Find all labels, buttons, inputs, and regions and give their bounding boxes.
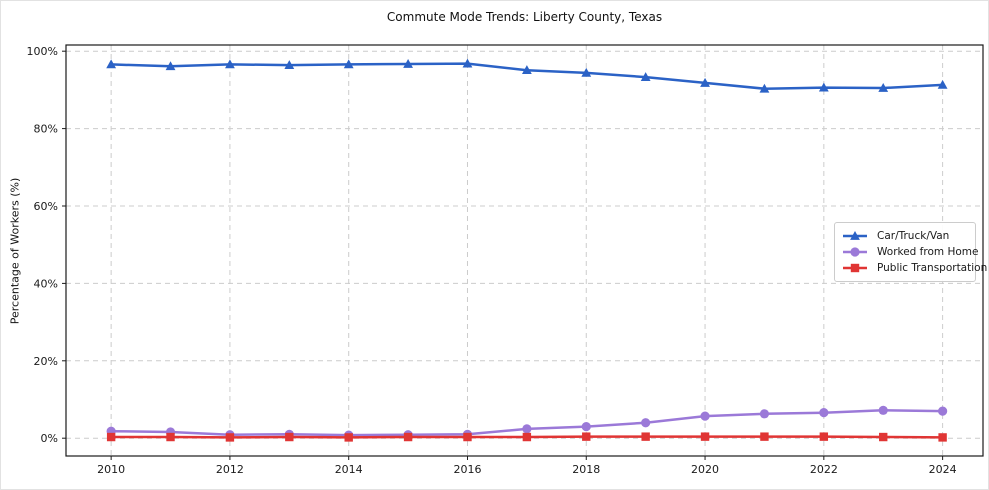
- marker-square: [850, 263, 860, 273]
- x-tick-label: 2010: [97, 463, 125, 476]
- marker-triangle: [937, 79, 948, 89]
- marker-square: [700, 432, 710, 441]
- legend-label: Worked from Home: [877, 246, 979, 258]
- marker-triangle: [878, 82, 889, 92]
- marker-square: [819, 432, 829, 441]
- marker-square: [285, 432, 294, 442]
- marker-square: [522, 432, 532, 442]
- marker-square: [938, 433, 947, 442]
- marker-triangle: [462, 58, 473, 68]
- marker-square: [463, 432, 472, 442]
- marker-circle: [850, 247, 860, 257]
- legend-label: Car/Truck/Van: [877, 230, 950, 242]
- axes-frame: [65, 44, 984, 457]
- marker-triangle: [225, 59, 235, 69]
- marker-circle: [819, 408, 829, 418]
- marker-square: [106, 432, 116, 442]
- marker-circle: [641, 418, 651, 428]
- marker-circle: [581, 421, 591, 432]
- chart-title: Commute Mode Trends: Liberty County, Tex…: [386, 10, 663, 24]
- marker-triangle: [343, 59, 354, 69]
- marker-square: [403, 432, 413, 442]
- marker-square: [166, 432, 175, 442]
- marker-triangle: [106, 59, 117, 69]
- y-tick-label: 80%: [34, 123, 58, 136]
- marker-triangle: [850, 231, 860, 240]
- legend-item: Worked from Home: [842, 244, 978, 260]
- x-tick-label: 2022: [810, 463, 838, 476]
- marker-triangle: [284, 60, 295, 70]
- x-tick-label: 2016: [453, 463, 481, 476]
- y-tick-label: 40%: [34, 277, 58, 290]
- legend-item: Public Transportation: [842, 260, 987, 276]
- x-tick-label: 2012: [216, 463, 244, 476]
- marker-circle: [938, 406, 948, 416]
- y-axis-label: Percentage of Workers (%): [8, 177, 22, 325]
- marker-triangle: [759, 83, 770, 93]
- legend: Car/Truck/Van Worked from Home Public Tr…: [834, 222, 987, 282]
- x-tick-label: 2020: [691, 463, 719, 476]
- legend-swatch-triangle-icon: [843, 231, 867, 240]
- x-tick-label: 2024: [929, 463, 957, 476]
- marker-circle: [759, 409, 770, 419]
- y-tick-label: 0%: [41, 432, 58, 445]
- marker-square: [225, 433, 235, 442]
- marker-triangle: [581, 67, 592, 77]
- marker-triangle: [640, 72, 651, 82]
- legend-swatch-square-icon: [843, 263, 867, 273]
- y-tick-label: 100%: [27, 45, 58, 58]
- marker-triangle: [700, 77, 710, 87]
- y-tick-label: 60%: [34, 200, 58, 213]
- marker-square: [344, 433, 353, 442]
- legend-label: Public Transportation: [877, 262, 988, 274]
- marker-square: [760, 432, 769, 441]
- marker-triangle: [165, 61, 176, 71]
- x-tick-label: 2014: [335, 463, 363, 476]
- legend-item: Car/Truck/Van: [842, 228, 967, 244]
- marker-circle: [522, 424, 532, 434]
- legend-swatch-circle-icon: [843, 247, 867, 257]
- marker-circle: [700, 411, 710, 421]
- marker-square: [879, 432, 888, 442]
- x-tick-label: 2018: [572, 463, 600, 476]
- marker-square: [582, 432, 591, 441]
- marker-triangle: [521, 65, 532, 75]
- y-tick-label: 20%: [34, 355, 58, 368]
- marker-square: [641, 432, 650, 441]
- marker-circle: [878, 405, 888, 415]
- marker-triangle: [403, 58, 413, 68]
- marker-triangle: [818, 82, 829, 92]
